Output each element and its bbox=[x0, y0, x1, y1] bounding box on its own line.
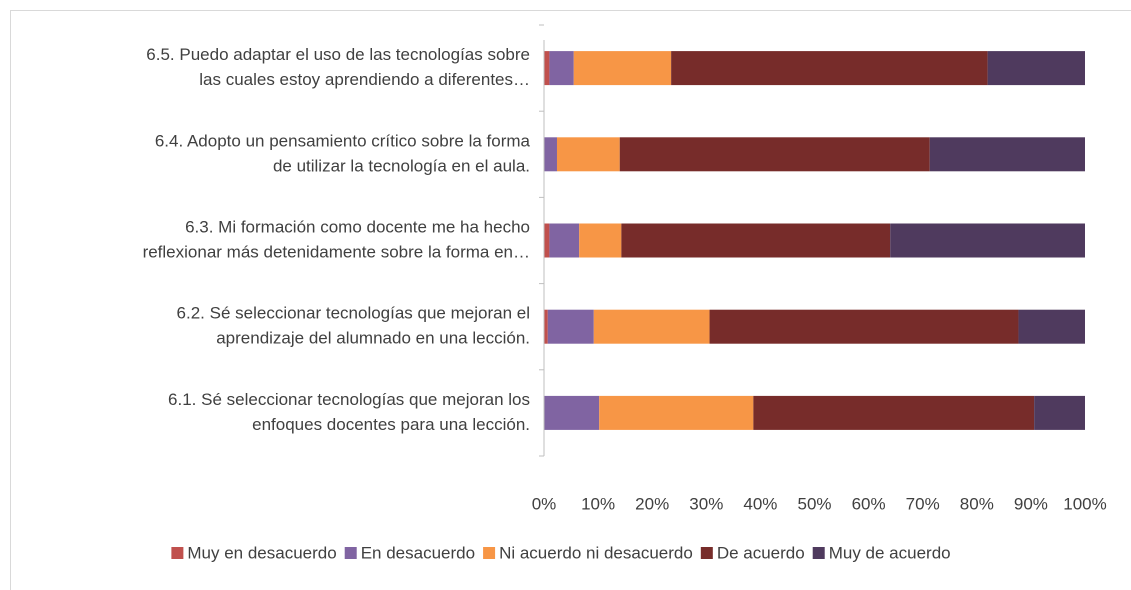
legend-swatch bbox=[812, 547, 825, 559]
legend-label: Ni acuerdo ni desacuerdo bbox=[499, 543, 693, 562]
bar-segment bbox=[1034, 395, 1085, 430]
bar-segment bbox=[544, 223, 550, 258]
x-tick-label: 40% bbox=[743, 494, 777, 513]
bar-segment bbox=[549, 223, 580, 258]
category-label: reflexionar más detenidamente sobre la f… bbox=[143, 242, 530, 261]
legend-label: Muy en desacuerdo bbox=[187, 543, 336, 562]
x-tick-label: 90% bbox=[1014, 494, 1048, 513]
bar-segment bbox=[547, 309, 594, 344]
bar-segment bbox=[599, 395, 754, 430]
category-label: las cuales estoy aprendiendo a diferente… bbox=[199, 70, 530, 89]
legend-swatch bbox=[483, 547, 496, 559]
x-tick-label: 100% bbox=[1063, 494, 1106, 513]
bar-segment bbox=[556, 137, 620, 172]
category-label: 6.1. Sé seleccionar tecnologías que mejo… bbox=[168, 390, 530, 409]
bar-segment bbox=[544, 137, 557, 172]
category-label: 6.2. Sé seleccionar tecnologías que mejo… bbox=[177, 304, 530, 323]
x-tick-label: 10% bbox=[581, 494, 615, 513]
x-tick-label: 20% bbox=[635, 494, 669, 513]
bar-segment bbox=[549, 51, 574, 86]
x-tick-label: 0% bbox=[532, 494, 557, 513]
bar-segment bbox=[573, 51, 672, 86]
bar-segment bbox=[544, 51, 550, 86]
bar-segment bbox=[1018, 309, 1085, 344]
x-tick-label: 30% bbox=[689, 494, 723, 513]
legend-label: Muy de acuerdo bbox=[829, 543, 951, 562]
x-tick-label: 80% bbox=[960, 494, 994, 513]
legend-swatch bbox=[700, 547, 713, 559]
bar-segment bbox=[987, 51, 1085, 86]
bar-segment bbox=[671, 51, 988, 86]
category-label: 6.3. Mi formación como docente me ha hec… bbox=[185, 217, 530, 236]
bar-segment bbox=[621, 223, 891, 258]
chart-frame bbox=[10, 10, 1131, 590]
bar-segment bbox=[753, 395, 1035, 430]
category-label: de utilizar la tecnología en el aula. bbox=[273, 156, 530, 175]
legend-swatch bbox=[171, 547, 184, 559]
bar-segment bbox=[929, 137, 1085, 172]
bar-segment bbox=[579, 223, 622, 258]
x-tick-label: 50% bbox=[797, 494, 831, 513]
x-tick-label: 60% bbox=[852, 494, 886, 513]
bar-segment bbox=[709, 309, 1019, 344]
legend-swatch bbox=[344, 547, 357, 559]
legend-label: De acuerdo bbox=[717, 543, 805, 562]
bar-segment bbox=[593, 309, 710, 344]
bar-segment bbox=[890, 223, 1085, 258]
category-label: aprendizaje del alumnado en una lección. bbox=[216, 329, 530, 348]
category-label: 6.4. Adopto un pensamiento crítico sobre… bbox=[155, 131, 531, 150]
bar-segment bbox=[619, 137, 930, 172]
bar-segment bbox=[544, 395, 600, 430]
category-label: 6.5. Puedo adaptar el uso de las tecnolo… bbox=[146, 45, 530, 64]
legend-label: En desacuerdo bbox=[361, 543, 475, 562]
category-label: enfoques docentes para una lección. bbox=[252, 415, 530, 434]
x-tick-label: 70% bbox=[906, 494, 940, 513]
bar-segment bbox=[544, 309, 548, 344]
